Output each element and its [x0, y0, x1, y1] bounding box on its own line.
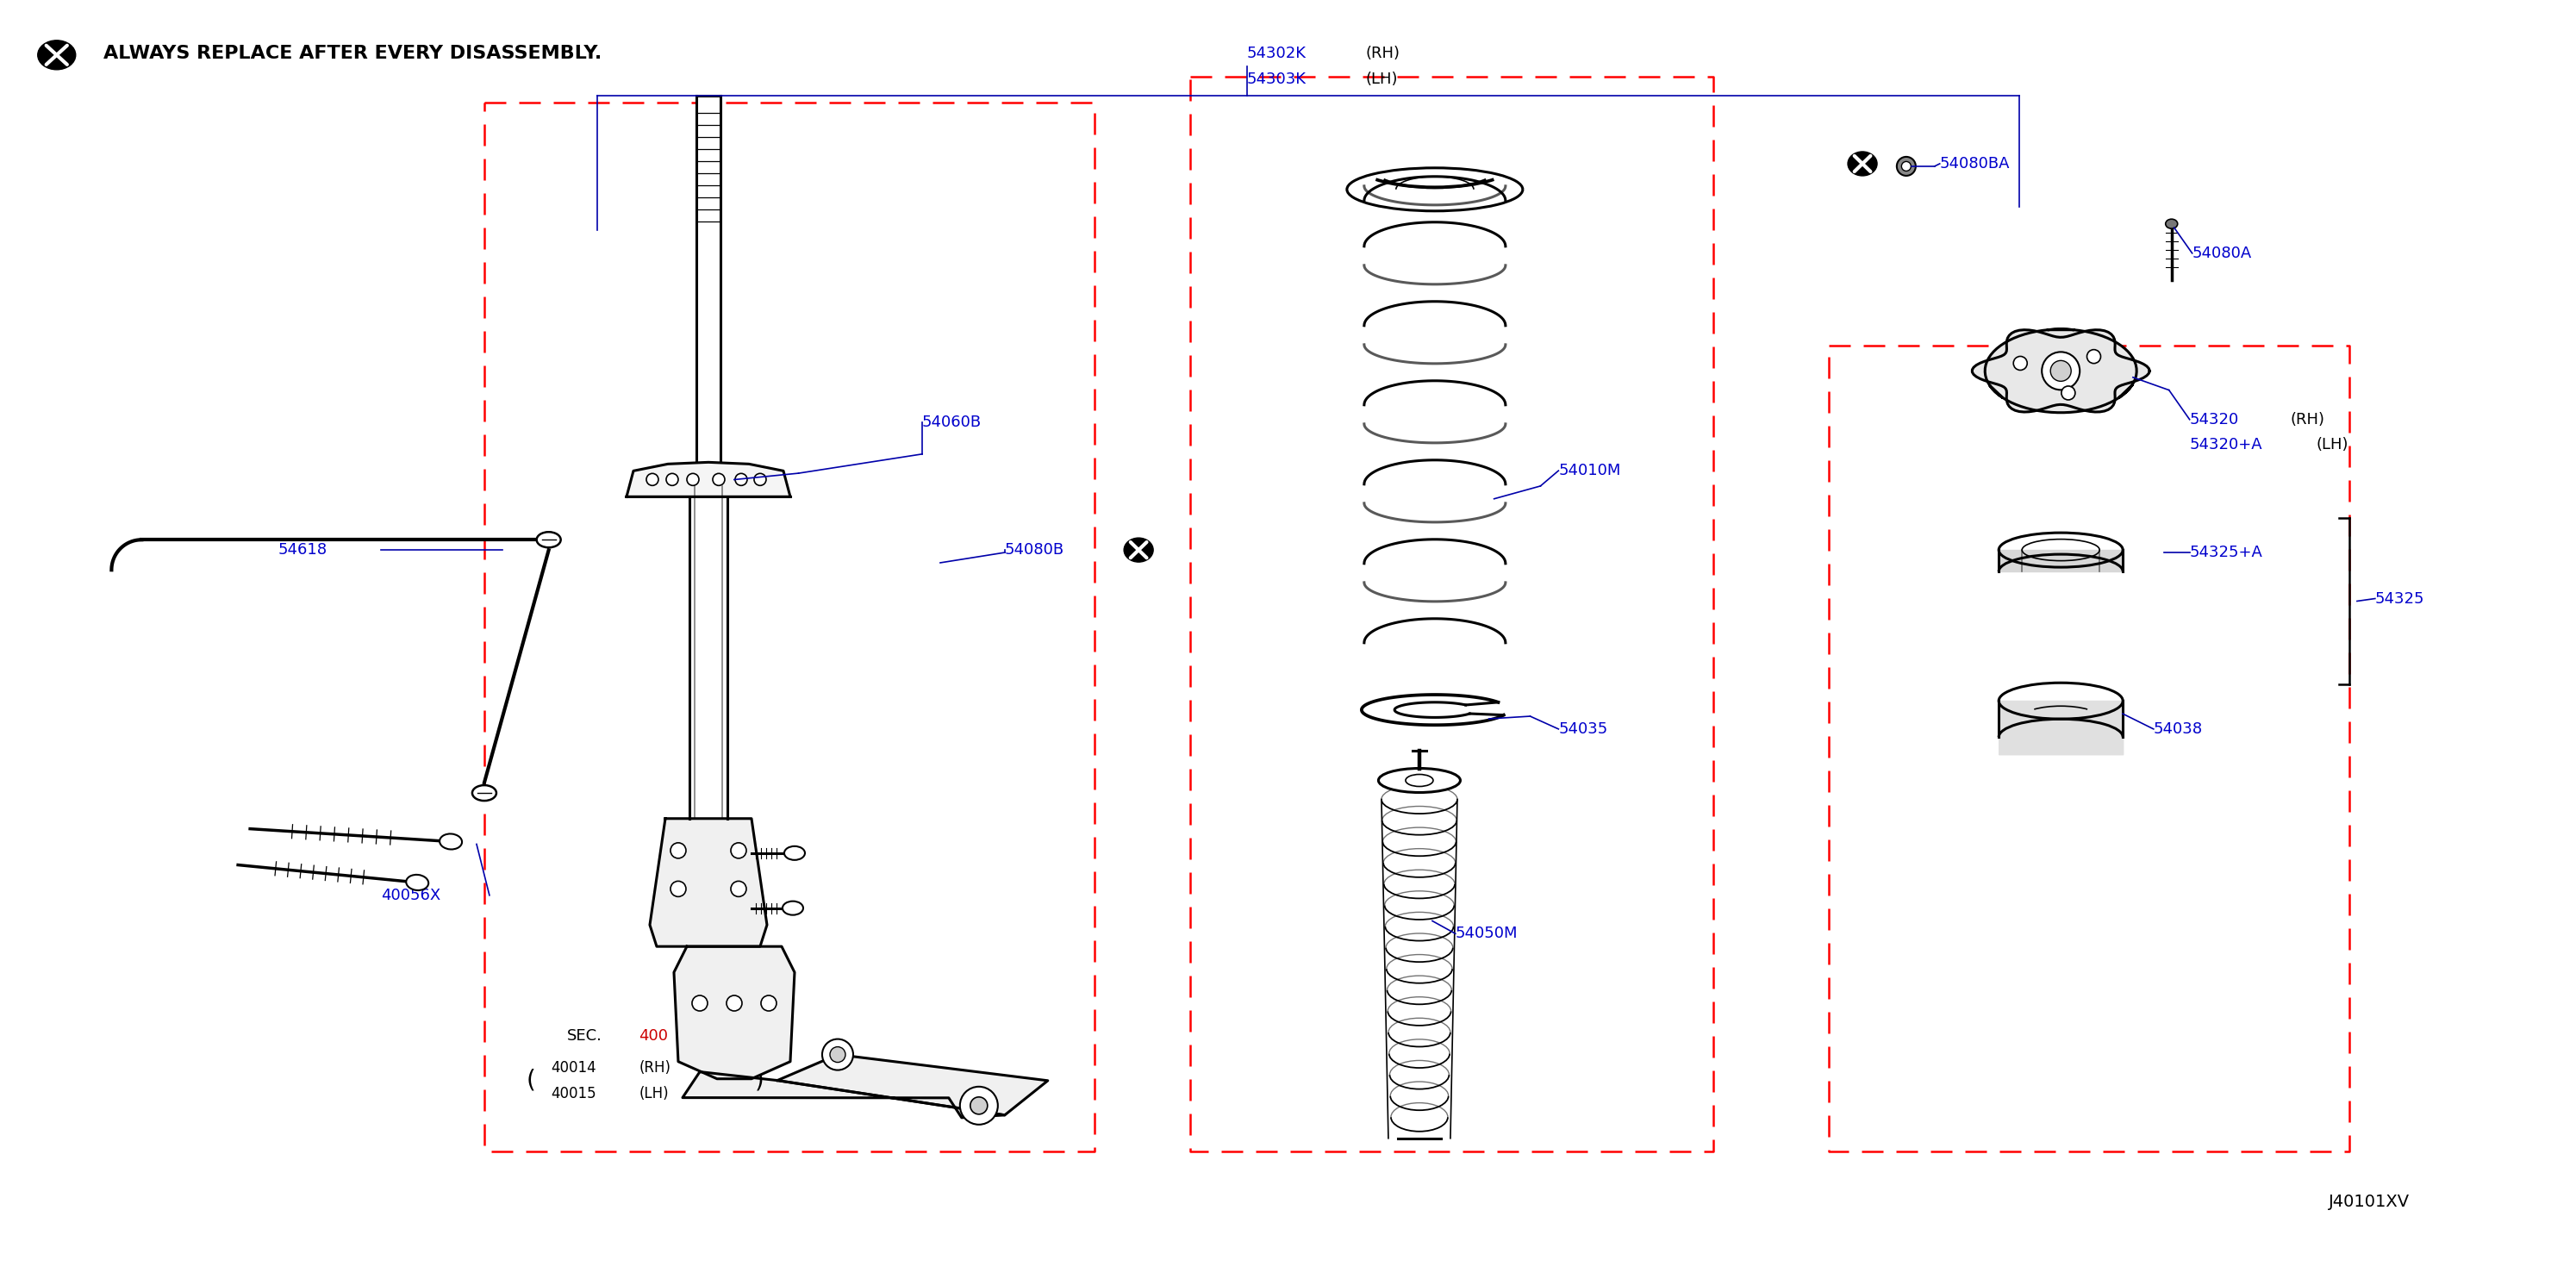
Ellipse shape [1847, 152, 1878, 175]
Ellipse shape [471, 785, 497, 801]
Text: 54320: 54320 [2190, 412, 2239, 427]
Circle shape [822, 1039, 853, 1071]
Text: 54035: 54035 [1558, 721, 1607, 737]
Circle shape [688, 473, 698, 486]
Ellipse shape [1896, 157, 1917, 175]
Circle shape [734, 473, 747, 486]
Text: 54060B: 54060B [922, 414, 981, 430]
Circle shape [670, 881, 685, 897]
Text: 54618: 54618 [278, 542, 327, 558]
Ellipse shape [1406, 774, 1432, 787]
Polygon shape [683, 1072, 1005, 1118]
Text: 54050M: 54050M [1455, 926, 1517, 941]
Text: (RH): (RH) [2290, 412, 2324, 427]
Text: (LH): (LH) [639, 1086, 670, 1101]
Text: 40056X: 40056X [381, 888, 440, 903]
Circle shape [714, 473, 724, 486]
Ellipse shape [536, 532, 562, 547]
Polygon shape [675, 946, 793, 1078]
Ellipse shape [407, 875, 428, 890]
Circle shape [2061, 386, 2076, 400]
Circle shape [667, 473, 677, 486]
Circle shape [2014, 357, 2027, 370]
Text: (LH): (LH) [1365, 72, 1399, 87]
Ellipse shape [39, 41, 75, 69]
Polygon shape [778, 1055, 1048, 1115]
Circle shape [971, 1097, 987, 1114]
Ellipse shape [783, 902, 804, 914]
Text: 40015: 40015 [551, 1086, 598, 1101]
Text: 54038: 54038 [2154, 721, 2202, 737]
Text: 54325: 54325 [2375, 591, 2424, 606]
Polygon shape [1986, 329, 2136, 413]
Ellipse shape [1901, 161, 1911, 171]
Polygon shape [1973, 330, 2148, 412]
Ellipse shape [1378, 769, 1461, 793]
Ellipse shape [440, 834, 461, 849]
Polygon shape [626, 462, 791, 496]
Text: 54080BA: 54080BA [1940, 156, 2009, 171]
Text: SEC.: SEC. [567, 1028, 603, 1044]
Text: 54080B: 54080B [1005, 542, 1064, 558]
Ellipse shape [1123, 538, 1154, 561]
Text: 40014: 40014 [551, 1060, 598, 1076]
Ellipse shape [783, 847, 804, 859]
Circle shape [732, 843, 747, 858]
Circle shape [961, 1087, 997, 1124]
Text: 400: 400 [639, 1028, 667, 1044]
Text: 54010M: 54010M [1558, 463, 1620, 478]
Circle shape [755, 473, 765, 486]
Text: ALWAYS REPLACE AFTER EVERY DISASSEMBLY.: ALWAYS REPLACE AFTER EVERY DISASSEMBLY. [103, 45, 600, 63]
Circle shape [726, 995, 742, 1010]
Text: (LH): (LH) [2316, 437, 2349, 453]
Circle shape [647, 473, 659, 486]
Text: 54320+A: 54320+A [2190, 437, 2262, 453]
Text: 54325+A: 54325+A [2190, 545, 2262, 560]
Text: (RH): (RH) [639, 1060, 670, 1076]
Text: 54303K: 54303K [1247, 72, 1306, 87]
Circle shape [2043, 352, 2079, 390]
Text: (RH): (RH) [1365, 46, 1399, 61]
Text: ): ) [755, 1069, 765, 1092]
Circle shape [732, 881, 747, 897]
Circle shape [2087, 349, 2099, 363]
Text: J40101XV: J40101XV [2329, 1195, 2409, 1210]
Circle shape [829, 1046, 845, 1063]
Text: 54302K: 54302K [1247, 46, 1306, 61]
Text: 54080A: 54080A [2192, 246, 2251, 261]
Polygon shape [649, 819, 768, 946]
Circle shape [2050, 361, 2071, 381]
Ellipse shape [2166, 219, 2177, 229]
Text: (: ( [526, 1069, 536, 1092]
Circle shape [693, 995, 708, 1010]
Circle shape [760, 995, 775, 1010]
Circle shape [670, 843, 685, 858]
